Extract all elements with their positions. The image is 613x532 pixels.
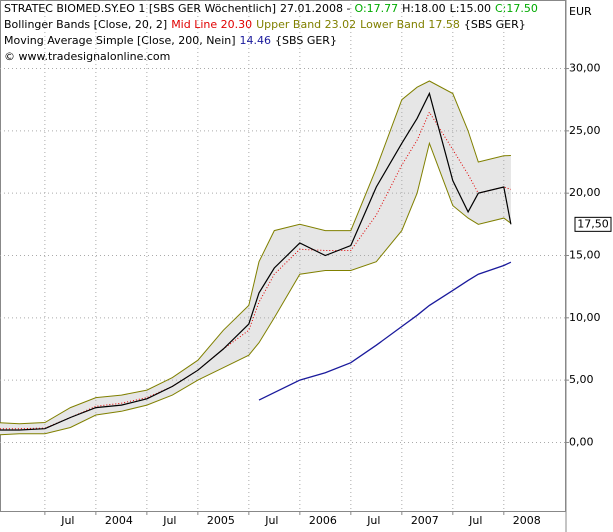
header-line: © www.tradesignalonline.com [4, 49, 542, 65]
y-tick-label: 5,00 [569, 373, 594, 386]
series-line [258, 261, 512, 401]
exchange: {SBS GER} [275, 34, 337, 47]
header-line: Bollinger Bands [Close, 20, 2] Mid Line 2… [4, 17, 542, 33]
y-tick-label: 30,00 [569, 62, 601, 75]
x-tick-label: Jul [366, 514, 380, 527]
y-tick-label: 10,00 [569, 311, 601, 324]
series-line [0, 91, 512, 431]
date: 27.01.2008 - [280, 2, 351, 15]
x-tick-label: Jul [468, 514, 482, 527]
title: STRATEC BIOMED.SY.EO 1 [SBS GER Wöchentl… [4, 2, 277, 15]
x-tick-label: Jul [60, 514, 74, 527]
copyright: © www.tradesignalonline.com [4, 50, 171, 63]
series-line [0, 111, 512, 430]
currency-label: EUR [569, 5, 592, 18]
y-tick-label: 20,00 [569, 186, 601, 199]
ohlc: O:17.77 [354, 2, 399, 15]
series-line [0, 141, 512, 436]
x-tick-label: 2005 [207, 514, 235, 527]
legend-entry: Mid Line 20.30 [171, 18, 253, 31]
header-line: STRATEC BIOMED.SY.EO 1 [SBS GER Wöchentl… [4, 1, 542, 17]
y-tick-label: 15,00 [569, 249, 601, 262]
y-tick-label: 0,00 [569, 435, 594, 448]
header: STRATEC BIOMED.SY.EO 1 [SBS GER Wöchentl… [4, 1, 542, 65]
ohlc: H:18.00 [402, 2, 446, 15]
legend-entry: Lower Band 17.58 [360, 18, 460, 31]
ma-last: 14.46 [239, 34, 272, 47]
header-line: Moving Average Simple [Close, 200, Nein]… [4, 33, 542, 49]
x-tick-label: 2007 [411, 514, 439, 527]
ohlc: C:17.50 [494, 2, 538, 15]
exchange: {SBS GER} [463, 18, 526, 31]
y-tick-label: 25,00 [569, 124, 601, 137]
ohlc: L:15.00 [449, 2, 491, 15]
x-tick-label: 2004 [105, 514, 133, 527]
indicator-label: Bollinger Bands [Close, 20, 2] [4, 18, 168, 31]
x-tick-label: Jul [264, 514, 278, 527]
band-fill [0, 81, 511, 435]
x-tick-label: 2006 [309, 514, 337, 527]
x-tick-label: 2008 [513, 514, 541, 527]
x-tick-label: Jul [162, 514, 176, 527]
indicator-label: Moving Average Simple [Close, 200, Nein] [4, 34, 236, 47]
price-tag-label: 17,50 [577, 217, 609, 230]
series-line [0, 80, 511, 425]
price-tag [574, 216, 612, 232]
legend-entry: Upper Band 23.02 [256, 18, 357, 31]
